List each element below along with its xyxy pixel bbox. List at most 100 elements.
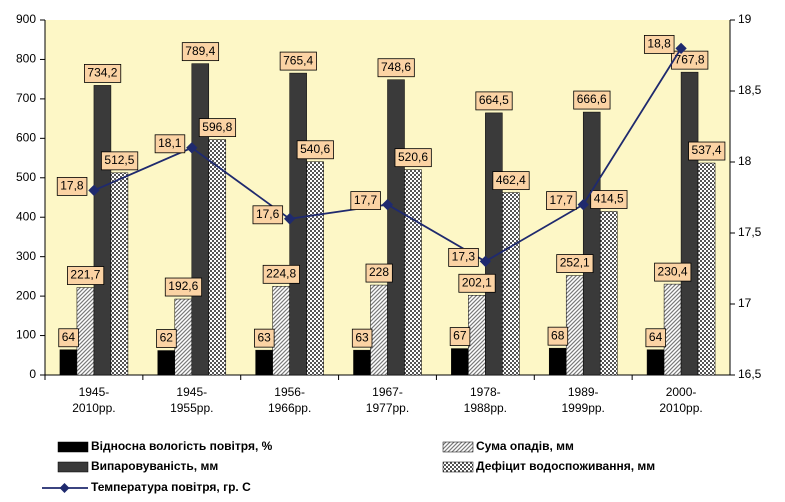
data-label-box [262, 264, 300, 284]
data-label-group: 64 [645, 328, 666, 348]
data-label-group: 17,8 [56, 176, 88, 196]
legend-label: Температура повітря, гр. С [91, 480, 251, 494]
bar [76, 287, 95, 376]
data-label: 537,4 [692, 143, 722, 157]
data-label-box [154, 134, 186, 154]
data-label-box [351, 328, 373, 348]
data-label-box [350, 191, 381, 211]
data-label-box [377, 58, 415, 78]
bar [502, 192, 520, 376]
data-label: 17,3 [452, 250, 476, 264]
data-label-box [643, 35, 675, 54]
bar [93, 85, 112, 376]
y-tick-label: 800 [16, 52, 36, 66]
bar [451, 348, 469, 376]
data-label-box [688, 141, 726, 161]
data-label: 520,6 [398, 150, 428, 164]
bar [646, 349, 665, 376]
x-tick-label: 1978-1988рр. [463, 385, 508, 415]
data-label: 765,4 [283, 53, 313, 67]
x-tick-label: 1945-1955рр. [170, 385, 214, 415]
data-label-box [492, 171, 530, 191]
bar [468, 295, 486, 376]
data-label-group: 18,1 [154, 134, 186, 154]
data-label: 67 [453, 329, 467, 343]
data-label-box [279, 51, 317, 71]
bar [565, 275, 584, 376]
data-label: 596,8 [202, 120, 232, 134]
legend-marker [59, 483, 70, 493]
data-label-box [164, 277, 203, 297]
data-label-box [547, 326, 569, 346]
y-tick-label: 200 [16, 288, 36, 302]
data-label-box [546, 191, 577, 211]
data-label-box [573, 90, 611, 110]
data-label-group: 664,5 [475, 91, 513, 111]
data-label-group: 540,6 [296, 140, 334, 160]
data-label-box [84, 63, 122, 83]
bar [663, 283, 682, 376]
bar [208, 139, 227, 376]
data-label-group: 252,1 [556, 254, 594, 273]
y2-tick-label: 18 [738, 154, 752, 168]
data-label-group: 414,5 [590, 190, 628, 209]
data-label-box [101, 151, 139, 171]
bar [191, 63, 210, 376]
data-label: 202,1 [462, 275, 492, 289]
data-label-group: 64 [58, 328, 79, 348]
bar [404, 169, 422, 376]
x-tick-label: 1945-2010рр. [72, 385, 116, 415]
data-label-group: 192,6 [164, 277, 203, 297]
data-label-box [590, 190, 628, 209]
data-label-group: 68 [547, 326, 569, 346]
data-label-box [458, 273, 496, 293]
data-label: 17,7 [354, 193, 378, 207]
bar [680, 71, 699, 376]
data-label-group: 789,4 [181, 42, 220, 62]
data-label-group: 63 [351, 328, 373, 348]
data-label: 64 [649, 330, 663, 344]
data-label-group: 748,6 [377, 58, 415, 78]
y2-tick-label: 18,5 [738, 83, 762, 97]
legend-label: Сума опадів, мм [476, 439, 574, 453]
bar [174, 298, 193, 376]
data-label-group: 767,8 [671, 50, 709, 70]
line-marker [479, 255, 492, 268]
y-tick-label: 100 [16, 328, 36, 342]
data-label-group: 62 [156, 329, 177, 348]
y-tick-label: 600 [16, 131, 36, 145]
y2-tick-label: 17 [738, 296, 752, 310]
y-tick-label: 700 [16, 91, 36, 105]
data-label: 540,6 [300, 142, 330, 156]
data-label-box [654, 262, 692, 282]
data-label: 789,4 [185, 44, 215, 58]
data-label-group: 17,7 [546, 191, 577, 211]
bar [289, 72, 307, 376]
bar [387, 79, 405, 376]
data-label-box [252, 205, 284, 225]
data-label: 414,5 [594, 192, 624, 206]
x-tick-label: 1956-1966рр. [267, 385, 312, 415]
y-tick-label: 400 [16, 209, 36, 223]
bar [599, 211, 618, 376]
y2-tick-label: 19 [738, 12, 752, 26]
bar [353, 349, 371, 376]
legend-swatch [442, 441, 474, 453]
y-tick-label: 0 [29, 367, 36, 381]
legend-label: Дефіцит водоспоживання, мм [476, 459, 655, 473]
legend-label: Відносна вологість повітря, % [91, 439, 273, 453]
bar [485, 112, 503, 376]
y-tick-label: 900 [16, 12, 36, 26]
data-label-box [448, 247, 479, 267]
data-label-group: 765,4 [279, 51, 317, 71]
data-label: 68 [551, 328, 565, 342]
data-label-group: 17,6 [252, 205, 284, 225]
data-label-box [198, 118, 237, 137]
data-label: 18,8 [647, 37, 671, 51]
data-label-group: 230,4 [654, 262, 692, 282]
data-label-box [58, 328, 79, 348]
data-label: 767,8 [675, 52, 705, 66]
data-label-group: 221,7 [67, 266, 105, 285]
data-label-box [181, 42, 220, 62]
